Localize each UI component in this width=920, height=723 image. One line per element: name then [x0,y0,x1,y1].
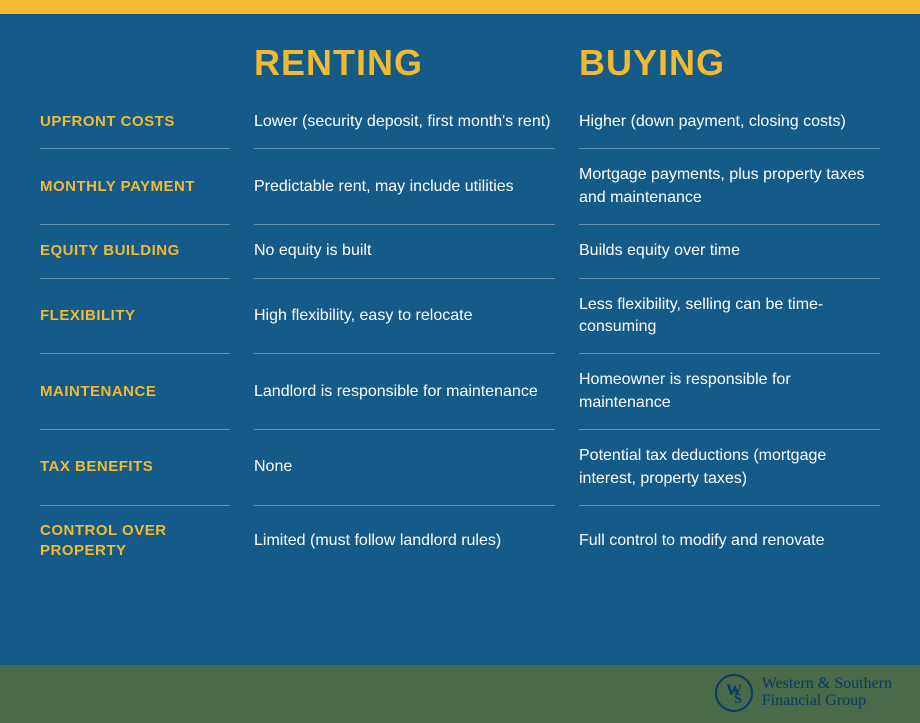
header-spacer [40,42,230,96]
cell-renting: Lower (security deposit, first month's r… [254,96,555,149]
row-label: EQUITY BUILDING [40,225,230,278]
cell-buying: Potential tax deductions (mortgage inter… [579,430,880,506]
cell-renting: Limited (must follow landlord rules) [254,506,555,577]
brand-name-line2: Financial Group [762,693,892,710]
cell-buying: Mortgage payments, plus property taxes a… [579,149,880,225]
cell-renting: Landlord is responsible for maintenance [254,354,555,430]
cell-buying: Less flexibility, selling can be time-co… [579,279,880,355]
column-header-renting: RENTING [254,42,555,96]
brand-name-line1: Western & Southern [762,676,892,693]
cell-renting: High flexibility, easy to relocate [254,279,555,355]
cell-buying: Full control to modify and renovate [579,506,880,577]
row-label: UPFRONT COSTS [40,96,230,149]
comparison-table: RENTING BUYING UPFRONT COSTS Lower (secu… [0,14,920,665]
footer-bar: W S & Western & Southern Financial Group [0,665,920,723]
row-label: FLEXIBILITY [40,279,230,355]
cell-buying: Higher (down payment, closing costs) [579,96,880,149]
cell-renting: None [254,430,555,506]
brand-logo: W S & Western & Southern Financial Group [714,673,892,713]
row-label: MAINTENANCE [40,354,230,430]
brand-logo-icon: W S & [714,673,754,713]
cell-renting: Predictable rent, may include utilities [254,149,555,225]
svg-text:&: & [732,686,739,696]
cell-renting: No equity is built [254,225,555,278]
column-header-buying: BUYING [579,42,880,96]
cell-buying: Builds equity over time [579,225,880,278]
row-label: TAX BENEFITS [40,430,230,506]
top-accent-bar [0,0,920,14]
row-label: MONTHLY PAYMENT [40,149,230,225]
row-label: CONTROL OVER PROPERTY [40,506,230,577]
cell-buying: Homeowner is responsible for maintenance [579,354,880,430]
brand-logo-text: Western & Southern Financial Group [762,676,892,710]
